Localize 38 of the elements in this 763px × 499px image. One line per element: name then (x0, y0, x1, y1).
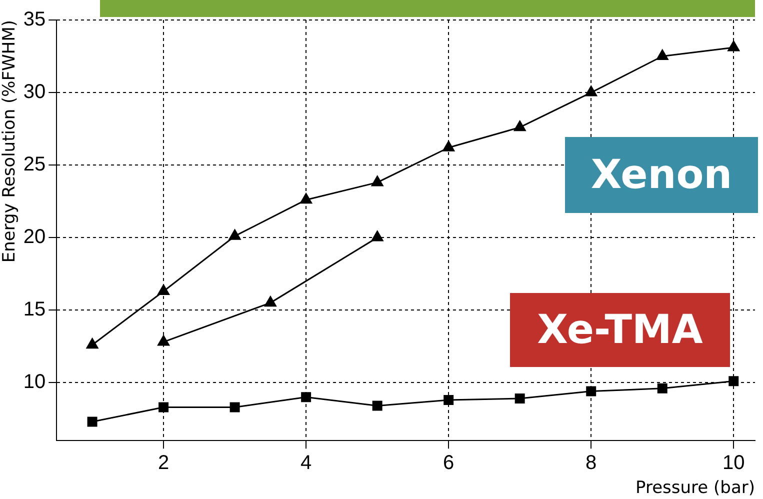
y-tick-label: 25 (23, 154, 46, 176)
point (230, 402, 240, 412)
y-tick-label: 15 (23, 298, 46, 321)
x-axis-title: Pressure (bar) (636, 478, 755, 498)
point (444, 395, 454, 405)
annotation: Xe-TMA (510, 293, 730, 367)
point (728, 376, 739, 386)
point (372, 400, 382, 411)
point (264, 296, 276, 307)
x-tick-label: 2 (158, 452, 170, 474)
point (158, 284, 170, 295)
point (228, 229, 241, 240)
point (371, 230, 384, 242)
point (656, 50, 668, 60)
annotation: Xenon (565, 137, 758, 213)
point (300, 193, 312, 204)
y-tick-label: 35 (23, 8, 46, 31)
point (158, 402, 169, 412)
point (728, 40, 740, 52)
y-tick-label: 30 (23, 81, 46, 104)
y-axis-title: Energy Resolution (%FWHM) (0, 20, 20, 263)
point (585, 86, 598, 96)
x-tick-label: 6 (443, 452, 454, 474)
x-tick-label: 4 (300, 452, 312, 474)
point (514, 394, 525, 404)
point (657, 383, 668, 394)
point (87, 416, 98, 427)
point (158, 335, 170, 346)
y-tick-label: 10 (23, 371, 46, 394)
point (371, 176, 384, 186)
point (301, 392, 312, 402)
point (86, 338, 98, 349)
x-tick-label: 10 (722, 452, 745, 474)
point (514, 120, 526, 132)
point (586, 386, 596, 396)
x-tick-label: 8 (586, 452, 597, 474)
point (442, 140, 455, 152)
y-tick-label: 20 (23, 226, 46, 248)
